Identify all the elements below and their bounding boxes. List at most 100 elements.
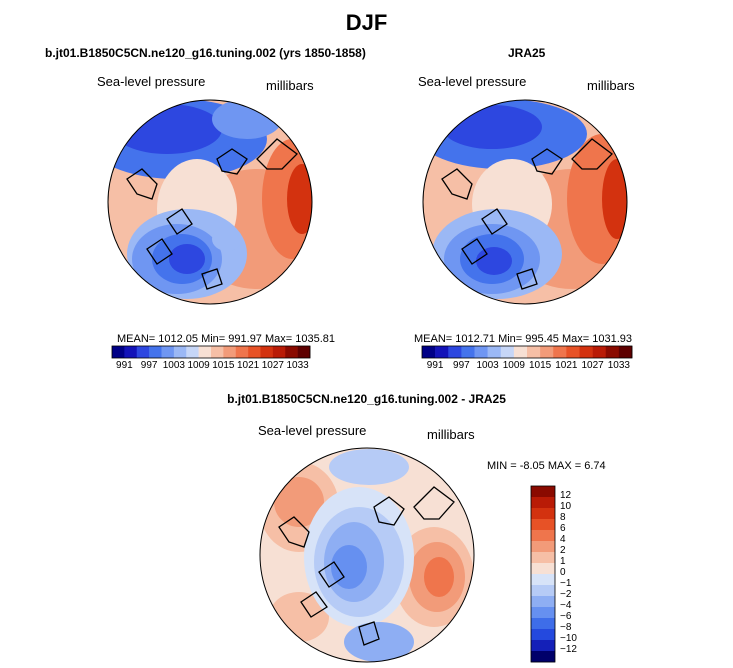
colorbar-tick-label: 4: [560, 534, 566, 545]
colorbar-tick-label: 1021: [237, 360, 260, 371]
panel-stats-diff: MIN = -8.05 MAX = 6.74: [487, 460, 606, 472]
colorbar-tick-label: −12: [560, 644, 577, 655]
colorbar-swatch: [149, 346, 162, 358]
polar-map-obs: [422, 99, 628, 305]
colorbar-swatch: [161, 346, 175, 358]
colorbar-tick-label: 10: [560, 501, 572, 512]
colorbar-swatch: [531, 618, 555, 630]
colorbar-border: [530, 485, 556, 663]
colorbar-swatch: [531, 519, 555, 531]
colorbar-swatch: [531, 530, 555, 542]
colorbar-swatch: [186, 346, 199, 358]
colorbar-tick-label: 1033: [286, 360, 309, 371]
panel-title-model: b.jt01.B1850C5CN.ne120_g16.tuning.002 (y…: [45, 46, 366, 60]
colorbar-swatch: [531, 574, 555, 586]
colorbar-swatch: [605, 346, 620, 358]
colorbar-swatch: [566, 346, 580, 358]
colorbar-swatch: [531, 563, 555, 575]
colorbar-swatch: [124, 346, 138, 358]
colorbar-swatch: [531, 585, 555, 597]
panel-stats-model: MEAN= 1012.05 Min= 991.97 Max= 1035.81: [117, 333, 336, 345]
colorbar-swatch: [260, 346, 274, 358]
colorbar-swatch: [531, 607, 555, 619]
colorbar-swatch: [579, 346, 593, 358]
colorbar-tick-label: 1003: [476, 360, 499, 371]
colorbar-tick-label: 1009: [187, 360, 210, 371]
panel-units-label-obs: millibars: [587, 78, 635, 93]
colorbar-swatch: [448, 346, 462, 358]
colorbar-swatch: [531, 552, 555, 564]
colorbar-diff: [530, 485, 556, 663]
colorbar-swatch: [461, 346, 475, 358]
panel-units-label-diff: millibars: [427, 427, 475, 442]
colorbar-swatch: [531, 497, 555, 509]
colorbar-swatch: [223, 346, 237, 358]
page-title: DJF: [345, 10, 388, 35]
colorbar-tick-label: −10: [560, 633, 577, 644]
colorbar-swatch: [531, 486, 555, 498]
colorbar-tick-label: 991: [426, 360, 444, 371]
colorbar-tick-label: 1003: [162, 360, 185, 371]
colorbar-swatch: [435, 346, 449, 358]
colorbar-tick-label: 1027: [261, 360, 284, 371]
colorbar-tick-label: 1015: [212, 360, 235, 371]
colorbar-swatch: [112, 346, 125, 358]
colorbar-model: [111, 345, 311, 359]
colorbar-swatch: [540, 346, 554, 358]
colorbar-swatch: [531, 508, 555, 520]
panel-left-label-model: Sea-level pressure: [97, 74, 206, 89]
colorbar-tick-label: 2: [560, 545, 566, 556]
colorbar-tick-label: 1021: [555, 360, 578, 371]
colorbar-labels-model: 991 997 1003 1009 1015 1021 1027 1033: [112, 360, 310, 374]
colorbar-tick-label: 12: [560, 490, 572, 501]
panel-title-obs: JRA25: [508, 46, 546, 60]
colorbar-tick-label: 6: [560, 523, 566, 534]
colorbar-swatch: [422, 346, 436, 358]
colorbar-swatch: [474, 346, 488, 358]
colorbar-swatch: [531, 640, 555, 652]
colorbar-obs: [421, 345, 633, 359]
colorbar-swatch: [531, 651, 555, 663]
colorbar-tick-label: −2: [560, 589, 572, 600]
colorbar-tick-label: 997: [453, 360, 470, 371]
colorbar-labels-obs: 991 997 1003 1009 1015 1021 1027 1033: [422, 360, 632, 374]
colorbar-tick-label: 1015: [529, 360, 552, 371]
colorbar-swatch: [553, 346, 567, 358]
colorbar-swatch: [618, 346, 633, 358]
colorbar-swatch: [211, 346, 224, 358]
colorbar-tick-label: 1009: [502, 360, 525, 371]
colorbar-tick-label: 8: [560, 512, 566, 523]
colorbar-tick-label: 991: [116, 360, 133, 371]
diff-title: b.jt01.B1850C5CN.ne120_g16.tuning.002 - …: [227, 392, 506, 406]
colorbar-tick-label: −6: [560, 611, 572, 622]
panel-stats-obs: MEAN= 1012.71 Min= 995.45 Max= 1031.93: [414, 333, 633, 345]
colorbar-swatch: [198, 346, 212, 358]
panel-left-label-obs: Sea-level pressure: [418, 74, 527, 89]
colorbar-border: [111, 345, 311, 359]
panel-left-label-diff: Sea-level pressure: [258, 423, 367, 438]
colorbar-swatch: [285, 346, 298, 358]
colorbar-tick-label: 0: [560, 567, 566, 578]
colorbar-swatch: [500, 346, 515, 358]
colorbar-tick-label: −1: [560, 578, 572, 589]
colorbar-swatch: [136, 346, 150, 358]
colorbar-swatch: [272, 346, 286, 358]
colorbar-swatch: [173, 346, 187, 358]
colorbar-swatch: [527, 346, 541, 358]
colorbar-swatch: [487, 346, 502, 358]
colorbar-swatch: [531, 629, 555, 641]
colorbar-labels-diff: 12 10 8 6 4 2 1 0 −1 −2 −4 −6 −8 −10 −12: [560, 486, 600, 662]
colorbar-tick-label: −8: [560, 622, 572, 633]
colorbar-swatch: [531, 596, 555, 608]
polar-map-model: [107, 99, 313, 305]
colorbar-swatch: [513, 346, 528, 358]
colorbar-swatch: [592, 346, 607, 358]
colorbar-tick-label: 1: [560, 556, 566, 567]
colorbar-swatch: [297, 346, 311, 358]
colorbar-tick-label: −4: [560, 600, 572, 611]
colorbar-swatch: [531, 541, 555, 553]
colorbar-swatch: [248, 346, 261, 358]
colorbar-tick-label: 997: [140, 360, 158, 371]
polar-map-diff: [259, 447, 475, 663]
colorbar-tick-label: 1033: [607, 360, 630, 371]
